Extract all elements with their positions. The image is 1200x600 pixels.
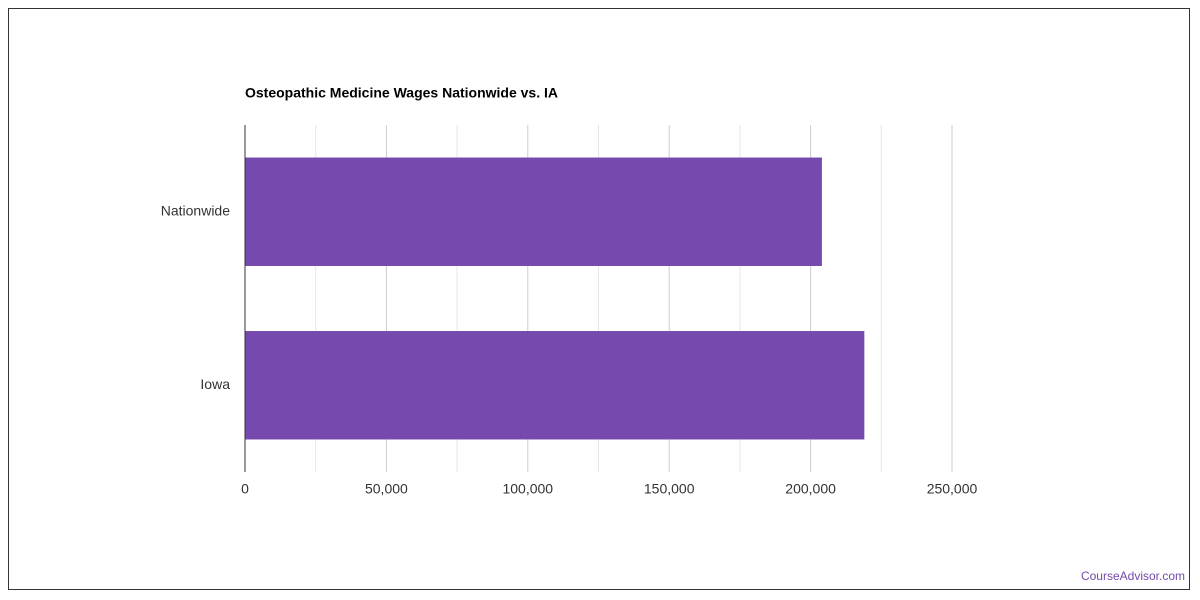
frame	[8, 8, 1190, 590]
y-tick-label: Iowa	[200, 376, 230, 392]
x-tick-label: 200,000	[785, 481, 836, 497]
chart-title: Osteopathic Medicine Wages Nationwide vs…	[245, 85, 558, 101]
x-tick-label: 250,000	[927, 481, 978, 497]
x-tick-label: 100,000	[502, 481, 553, 497]
y-tick-label: Nationwide	[161, 202, 230, 218]
bar	[245, 331, 865, 440]
bar	[245, 157, 822, 266]
source-link[interactable]: CourseAdvisor.com	[1081, 569, 1185, 583]
x-tick-label: 0	[241, 481, 249, 497]
x-tick-label: 150,000	[644, 481, 695, 497]
x-tick-label: 50,000	[365, 481, 408, 497]
